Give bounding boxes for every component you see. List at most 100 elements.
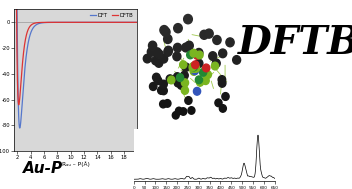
DFTB: [132, 21, 136, 23]
Circle shape: [185, 41, 193, 50]
Circle shape: [168, 76, 175, 84]
Circle shape: [159, 100, 167, 108]
Circle shape: [164, 100, 171, 107]
Circle shape: [153, 48, 161, 57]
Circle shape: [178, 74, 186, 82]
DFTB: [17, 104, 21, 106]
Circle shape: [160, 87, 167, 95]
Circle shape: [188, 107, 195, 114]
Circle shape: [182, 63, 190, 71]
Circle shape: [209, 52, 217, 60]
Legend: DFT, DFTB: DFT, DFTB: [89, 12, 135, 19]
X-axis label: Rₐᵤ – P(Å): Rₐᵤ – P(Å): [62, 162, 90, 167]
Circle shape: [222, 93, 229, 100]
Circle shape: [164, 46, 172, 55]
DFTB: [132, 21, 136, 23]
DFT: [18, 127, 22, 129]
Text: DFTB: DFTB: [238, 24, 352, 63]
Circle shape: [149, 41, 157, 50]
Circle shape: [195, 48, 203, 57]
Circle shape: [192, 64, 199, 72]
Circle shape: [190, 63, 197, 71]
Circle shape: [173, 52, 181, 61]
Circle shape: [190, 49, 197, 57]
Circle shape: [202, 77, 209, 84]
Circle shape: [181, 79, 189, 87]
Circle shape: [182, 43, 190, 52]
Circle shape: [162, 28, 170, 37]
Circle shape: [213, 36, 221, 44]
Circle shape: [174, 73, 181, 81]
Circle shape: [172, 112, 179, 119]
Circle shape: [219, 79, 226, 87]
DFTB: [72, 21, 76, 23]
DFT: [132, 21, 136, 23]
Circle shape: [195, 76, 202, 84]
Line: DFT: DFT: [14, 0, 137, 128]
Circle shape: [215, 99, 222, 107]
Circle shape: [174, 24, 182, 33]
Circle shape: [204, 71, 212, 78]
Circle shape: [181, 71, 188, 80]
Circle shape: [200, 69, 207, 76]
Circle shape: [200, 30, 208, 39]
Circle shape: [155, 50, 163, 58]
Circle shape: [196, 78, 204, 86]
Circle shape: [155, 59, 163, 67]
DFT: [69, 21, 73, 23]
Circle shape: [164, 48, 172, 56]
Circle shape: [218, 76, 226, 84]
Circle shape: [192, 61, 199, 69]
Circle shape: [176, 107, 182, 115]
Circle shape: [160, 80, 167, 88]
Circle shape: [176, 74, 184, 81]
Circle shape: [189, 63, 196, 71]
Text: Au-P: Au-P: [23, 161, 63, 176]
Circle shape: [174, 43, 182, 52]
Circle shape: [143, 54, 151, 63]
Circle shape: [160, 54, 168, 63]
Circle shape: [177, 81, 185, 89]
DFTB: [135, 21, 139, 23]
Circle shape: [164, 35, 172, 43]
Circle shape: [166, 75, 174, 83]
Circle shape: [212, 59, 220, 67]
DFT: [19, 121, 23, 123]
Circle shape: [203, 64, 210, 72]
Circle shape: [147, 48, 155, 56]
Circle shape: [195, 59, 203, 68]
Circle shape: [190, 67, 197, 75]
Circle shape: [187, 51, 194, 59]
DFTB: [69, 21, 73, 23]
DFT: [72, 21, 76, 23]
Circle shape: [180, 61, 187, 69]
Circle shape: [154, 76, 162, 84]
Circle shape: [205, 29, 213, 38]
Circle shape: [194, 88, 201, 95]
Line: DFTB: DFTB: [14, 0, 137, 105]
Circle shape: [174, 79, 182, 87]
DFT: [132, 21, 136, 23]
Circle shape: [196, 51, 203, 59]
Circle shape: [180, 108, 187, 115]
Circle shape: [193, 64, 200, 72]
Circle shape: [181, 87, 189, 94]
DFTB: [109, 21, 113, 23]
DFTB: [19, 84, 23, 87]
Circle shape: [184, 14, 192, 24]
Circle shape: [152, 73, 160, 81]
Circle shape: [158, 86, 165, 94]
Circle shape: [212, 62, 219, 70]
Circle shape: [191, 67, 199, 75]
Circle shape: [189, 65, 196, 73]
Circle shape: [160, 26, 168, 35]
Circle shape: [193, 52, 201, 59]
Circle shape: [185, 97, 192, 104]
DFT: [109, 21, 113, 23]
Circle shape: [219, 105, 226, 112]
Circle shape: [233, 56, 241, 64]
Circle shape: [150, 82, 157, 91]
Circle shape: [190, 63, 197, 71]
Circle shape: [219, 49, 227, 58]
Circle shape: [152, 56, 159, 65]
